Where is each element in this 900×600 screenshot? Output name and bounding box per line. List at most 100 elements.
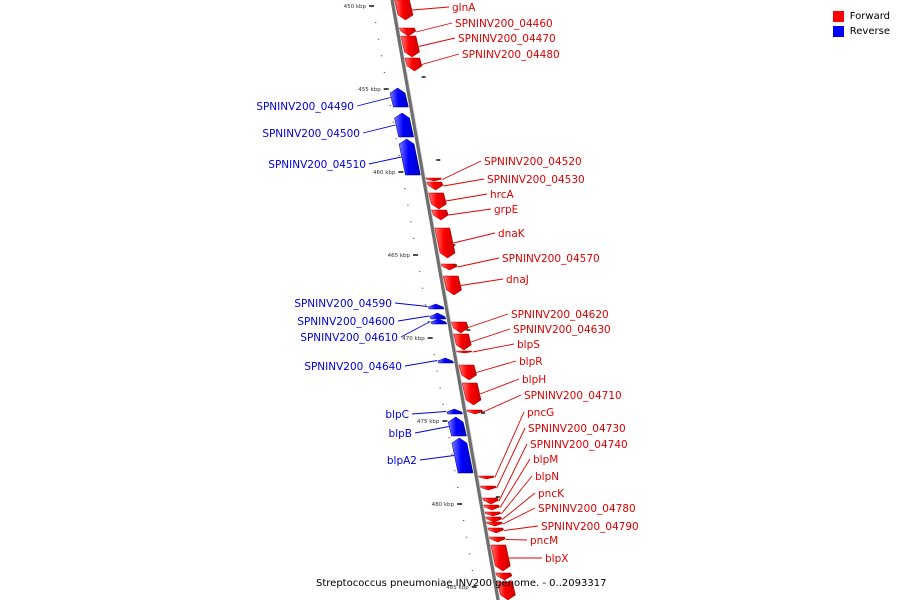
gene-label[interactable]: SPNINV200_04480 <box>462 49 560 61</box>
gene-label[interactable]: SPNINV200_04780 <box>538 503 636 515</box>
gene-block-pncM[interactable] <box>488 536 506 543</box>
gene-block-SPNINV200_04610[interactable] <box>430 318 448 325</box>
gene-label[interactable]: pncM <box>530 535 558 547</box>
gene-label[interactable]: grpE <box>494 204 518 216</box>
gene-block-SPNINV200_04600[interactable] <box>429 312 447 320</box>
axis-label: 480 kbp <box>432 502 455 508</box>
gene-block-SPNINV200_04530[interactable] <box>426 181 444 191</box>
axis-ticks: 450 kbp 455 kbp 460 kbp 465 kbp 470 kbp 475 k… <box>344 4 500 591</box>
gene-block-blpR[interactable] <box>458 364 477 381</box>
leader-line <box>504 525 539 531</box>
gene-block-blpH[interactable] <box>461 382 482 406</box>
legend-reverse-label: Reverse <box>849 26 890 37</box>
gene-label[interactable]: pncG <box>527 407 554 419</box>
gene-block-SPNINV200_04490[interactable] <box>389 87 409 108</box>
gene-block-pncK[interactable] <box>485 516 503 523</box>
leader-line <box>502 507 536 525</box>
gene-block-SPNINV200_04710[interactable] <box>466 409 483 415</box>
gene-block-SPNINV200_04480[interactable] <box>404 57 423 72</box>
gene-label[interactable]: SPNINV200_04710 <box>524 390 622 402</box>
gene-block-blpX[interactable] <box>490 544 511 572</box>
axis-label: 475 kbp <box>417 419 440 425</box>
gene-label[interactable]: SPNINV200_04520 <box>484 156 582 168</box>
leader-line <box>499 458 531 508</box>
axis-label: 455 kbp <box>358 87 381 93</box>
gene-block-SPNINV200_04780[interactable] <box>486 521 503 527</box>
gene-label[interactable]: SPNINV200_04470 <box>458 33 556 45</box>
gene-label[interactable]: SPNINV200_04510 <box>268 159 366 171</box>
gene-label[interactable]: SPNINV200_04610 <box>300 332 398 344</box>
gene-block-SPNINV200_04590[interactable] <box>427 303 445 310</box>
gene-label[interactable]: dnaK <box>498 228 526 240</box>
gene-label[interactable]: blpC <box>385 409 409 421</box>
gene-label[interactable]: SPNINV200_04570 <box>502 253 600 265</box>
gene-label[interactable]: SPNINV200_04620 <box>511 309 609 321</box>
leader-line <box>400 321 431 338</box>
gene-block-SPNINV200_04640[interactable] <box>437 357 455 364</box>
gene-block-SPNINV200_04630[interactable] <box>453 333 472 351</box>
gene-block-SPNINV200_04510[interactable] <box>398 138 421 176</box>
gene-block-SPNINV200_04740[interactable] <box>482 497 499 505</box>
leader-line <box>445 193 488 202</box>
gene-label[interactable]: dnaJ <box>506 274 529 286</box>
gene-block-SPNINV200_04730[interactable] <box>479 485 497 491</box>
gene-label[interactable]: blpB <box>389 428 412 440</box>
legend: Forward Reverse <box>832 9 890 39</box>
leader-line <box>453 232 496 244</box>
gene-label[interactable]: SPNINV200_04790 <box>541 521 639 533</box>
gene-block-SPNINV200_04620[interactable] <box>451 321 469 334</box>
gene-block-blpM[interactable] <box>483 504 500 511</box>
genome-caption: Streptococcus pneumoniae INV200 genome. … <box>316 578 607 589</box>
leader-line <box>460 278 504 286</box>
axis-line <box>390 0 500 600</box>
gene-block-blpA2[interactable] <box>451 437 474 474</box>
gene-block-SPNINV200_04500[interactable] <box>394 112 415 138</box>
genome-axis <box>390 0 501 600</box>
gene-block-pncG[interactable] <box>478 475 495 480</box>
leader-line <box>468 313 509 328</box>
gene-label[interactable]: pncK <box>538 488 565 500</box>
gene-label[interactable]: hrcA <box>490 189 515 201</box>
gene-label[interactable]: SPNINV200_04530 <box>487 174 585 186</box>
gene-label[interactable]: SPNINV200_04740 <box>530 439 628 451</box>
leader-line <box>496 427 526 489</box>
gene-label[interactable]: blpA2 <box>387 455 417 467</box>
gene-block-unlabeled[interactable] <box>497 581 516 600</box>
gene-block-dnaJ[interactable] <box>442 275 462 296</box>
gene-block-SPNINV200_04790[interactable] <box>487 527 504 534</box>
gene-label[interactable]: SPNINV200_04600 <box>297 316 395 328</box>
gene-label[interactable]: blpX <box>545 553 568 565</box>
gene-block-dnaK[interactable] <box>434 227 456 259</box>
gene-label[interactable]: SPNINV200_04730 <box>528 423 626 435</box>
gene-label[interactable]: SPNINV200_04500 <box>262 128 360 140</box>
gene-block-blpN[interactable] <box>484 511 502 517</box>
gene-label[interactable]: blpM <box>533 454 558 466</box>
leader-line <box>442 160 482 180</box>
gene-block-glnA[interactable] <box>394 0 414 21</box>
gene-label[interactable]: SPNINV200_04460 <box>455 18 553 30</box>
gene-label[interactable]: SPNINV200_04640 <box>304 361 402 373</box>
gene-block-unlabeled[interactable] <box>495 572 513 581</box>
gene-label[interactable]: blpS <box>517 339 540 351</box>
gene-block-SPNINV200_04570[interactable] <box>440 263 458 271</box>
gene-label[interactable]: SPNINV200_04630 <box>513 324 611 336</box>
gene-labels: glnA SPNINV200_04460 SPNINV200_04470 SPNINV… <box>256 2 638 565</box>
leader-line <box>414 426 449 434</box>
gene-block-SPNINV200_04470[interactable] <box>400 35 420 58</box>
axis-label: 485 kbp <box>446 585 469 591</box>
gene-block-blpS[interactable] <box>456 350 473 354</box>
gene-label[interactable]: blpR <box>519 356 543 368</box>
gene-block-SPNINV200_04520[interactable] <box>425 177 442 182</box>
gene-block-blpB[interactable] <box>447 416 467 437</box>
gene-label[interactable]: SPNINV200_04590 <box>294 298 392 310</box>
gene-label[interactable]: blpN <box>535 471 559 483</box>
axis-label: 460 kbp <box>373 170 396 176</box>
gene-block-hrcA[interactable] <box>428 192 447 210</box>
gene-label[interactable]: glnA <box>452 2 476 14</box>
gene-block-grpE[interactable] <box>431 209 449 221</box>
gene-label[interactable]: SPNINV200_04490 <box>256 101 354 113</box>
gene-block-blpC[interactable] <box>446 408 464 415</box>
leader-line <box>419 455 455 461</box>
gene-label[interactable]: blpH <box>522 374 546 386</box>
gene-block-SPNINV200_04460[interactable] <box>399 27 417 37</box>
